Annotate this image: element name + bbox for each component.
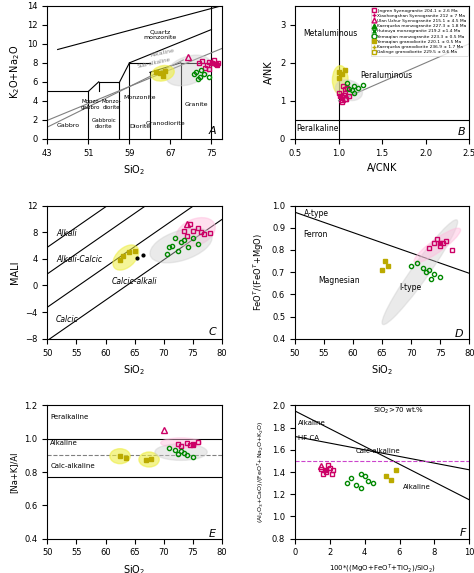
Ellipse shape xyxy=(151,65,174,81)
Text: Alkaline: Alkaline xyxy=(50,439,78,446)
X-axis label: SiO$_2$: SiO$_2$ xyxy=(123,363,146,377)
Ellipse shape xyxy=(155,444,207,460)
Text: E: E xyxy=(209,529,216,539)
Ellipse shape xyxy=(414,228,461,263)
Text: Calc-alkaline: Calc-alkaline xyxy=(50,463,95,469)
Ellipse shape xyxy=(150,228,212,263)
Text: HF CA: HF CA xyxy=(299,435,319,441)
Text: Alkaline: Alkaline xyxy=(150,48,175,58)
Text: Diorite: Diorite xyxy=(129,124,150,128)
Y-axis label: [Na+K]/Al: [Na+K]/Al xyxy=(10,452,19,493)
X-axis label: A/CNK: A/CNK xyxy=(367,163,397,173)
Y-axis label: MALI: MALI xyxy=(10,260,20,284)
Text: B: B xyxy=(457,127,465,137)
Text: Alkaline: Alkaline xyxy=(403,484,431,490)
X-axis label: SiO$_2$: SiO$_2$ xyxy=(123,163,146,177)
Legend: Jingren Syenogranite 204.1 ± 2.6 Ma, Xiaohongshan Syenogranite 212 ± 7 Ma, Ulan : Jingren Syenogranite 204.1 ± 2.6 Ma, Xia… xyxy=(371,7,468,56)
Text: Quartz
monzonite: Quartz monzonite xyxy=(144,29,177,40)
Ellipse shape xyxy=(336,80,363,101)
Text: Monzo-
diorite: Monzo- diorite xyxy=(101,99,121,109)
Text: Gabbro: Gabbro xyxy=(56,123,80,128)
Ellipse shape xyxy=(110,449,130,464)
Text: I-type: I-type xyxy=(400,283,422,292)
Text: Granite: Granite xyxy=(184,101,208,107)
X-axis label: SiO$_2$: SiO$_2$ xyxy=(371,363,393,377)
Ellipse shape xyxy=(139,452,159,467)
Text: Magnesian: Magnesian xyxy=(318,276,360,285)
Text: Ferron: Ferron xyxy=(304,230,328,238)
Text: Peralkaline: Peralkaline xyxy=(297,124,339,132)
Text: Alkali: Alkali xyxy=(56,229,77,238)
Text: F: F xyxy=(459,528,466,539)
Text: SiO$_2$>70 wt.%: SiO$_2$>70 wt.% xyxy=(374,406,425,417)
Y-axis label: K$_2$O+Na$_2$O: K$_2$O+Na$_2$O xyxy=(8,45,22,99)
Ellipse shape xyxy=(382,220,457,324)
Text: Sub-alkaline: Sub-alkaline xyxy=(137,57,172,69)
Text: Alkali-Calcic: Alkali-Calcic xyxy=(56,255,102,264)
Text: Peraluminous: Peraluminous xyxy=(360,71,412,80)
Y-axis label: (Al$_2$O$_3$+CaO)/(FeO$^T$+Na$_2$O+K$_2$O): (Al$_2$O$_3$+CaO)/(FeO$^T$+Na$_2$O+K$_2$… xyxy=(256,421,266,523)
Text: C: C xyxy=(208,327,216,337)
X-axis label: 100*((MgO+FeO$^T$+TiO$_2$)/SiO$_2$): 100*((MgO+FeO$^T$+TiO$_2$)/SiO$_2$) xyxy=(328,563,436,573)
Text: D: D xyxy=(455,328,464,339)
Text: Monzonite: Monzonite xyxy=(123,95,156,100)
X-axis label: SiO$_2$: SiO$_2$ xyxy=(123,563,146,573)
Ellipse shape xyxy=(165,55,211,86)
Text: Metaluminous: Metaluminous xyxy=(304,29,358,38)
Ellipse shape xyxy=(161,438,201,448)
Text: Calc-alkaline: Calc-alkaline xyxy=(356,448,401,454)
Text: Granodiorite: Granodiorite xyxy=(146,121,185,125)
Text: Calcic-alkali: Calcic-alkali xyxy=(111,277,157,286)
Text: Alkaline: Alkaline xyxy=(299,421,326,426)
Text: A: A xyxy=(209,126,217,136)
Y-axis label: FeO$^T$/(FeO$^T$+MgO): FeO$^T$/(FeO$^T$+MgO) xyxy=(252,233,266,311)
Ellipse shape xyxy=(176,218,215,247)
Ellipse shape xyxy=(332,66,348,94)
Text: Gabbroic
diorite: Gabbroic diorite xyxy=(91,117,116,128)
Text: Monzo-
gabbro: Monzo- gabbro xyxy=(81,99,101,109)
Y-axis label: A/NK: A/NK xyxy=(264,61,274,84)
Text: Peralkaline: Peralkaline xyxy=(50,414,89,419)
Text: Calcic: Calcic xyxy=(56,315,79,324)
Text: A-type: A-type xyxy=(304,209,328,218)
Ellipse shape xyxy=(113,245,139,270)
